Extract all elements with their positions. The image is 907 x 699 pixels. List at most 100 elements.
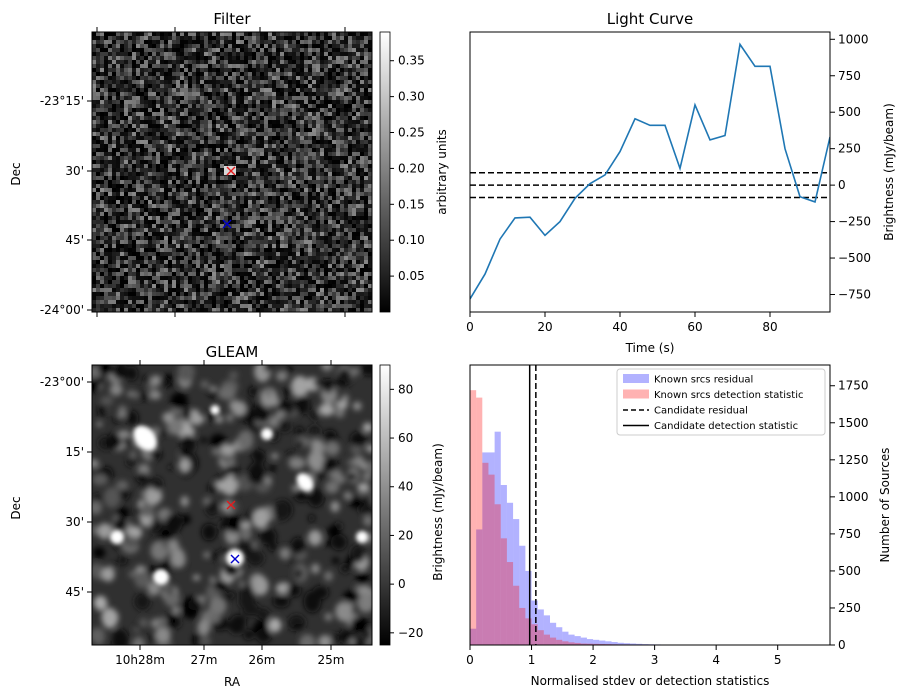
filter-pixel xyxy=(92,176,97,181)
filter-pixel xyxy=(224,212,229,217)
filter-pixel xyxy=(208,144,213,149)
filter-pixel xyxy=(204,32,209,37)
filter-pixel xyxy=(276,112,281,117)
filter-pixel xyxy=(256,256,261,261)
filter-pixel xyxy=(292,112,297,117)
filter-pixel xyxy=(312,188,317,193)
filter-pixel xyxy=(112,112,117,117)
filter-pixel xyxy=(308,200,313,205)
filter-pixel xyxy=(116,248,121,253)
filter-pixel xyxy=(220,32,225,37)
filter-pixel xyxy=(308,108,313,113)
filter-pixel xyxy=(324,68,329,73)
filter-pixel xyxy=(136,272,141,277)
filter-pixel xyxy=(232,284,237,289)
filter-pixel xyxy=(288,176,293,181)
filter-pixel xyxy=(168,144,173,149)
filter-pixel xyxy=(352,280,357,285)
filter-pixel xyxy=(260,132,265,137)
filter-pixel xyxy=(152,256,157,261)
filter-pixel xyxy=(276,248,281,253)
filter-pixel xyxy=(188,208,193,213)
filter-pixel xyxy=(312,248,317,253)
filter-pixel xyxy=(144,88,149,93)
filter-pixel xyxy=(260,92,265,97)
filter-pixel xyxy=(144,176,149,181)
filter-pixel xyxy=(284,92,289,97)
filter-pixel xyxy=(268,192,273,197)
filter-pixel xyxy=(368,192,372,197)
filter-pixel xyxy=(104,76,109,81)
filter-pixel xyxy=(144,244,149,249)
filter-pixel xyxy=(316,156,321,161)
filter-pixel xyxy=(192,96,197,101)
filter-pixel xyxy=(348,292,353,297)
filter-pixel xyxy=(176,248,181,253)
filter-pixel xyxy=(100,200,105,205)
filter-pixel xyxy=(320,116,325,121)
filter-pixel xyxy=(144,76,149,81)
filter-pixel xyxy=(236,304,241,309)
filter-pixel xyxy=(296,296,301,301)
filter-pixel xyxy=(268,292,273,297)
filter-pixel xyxy=(244,164,249,169)
filter-pixel xyxy=(224,244,229,249)
filter-pixel xyxy=(344,148,349,153)
filter-pixel xyxy=(316,140,321,145)
filter-pixel xyxy=(188,60,193,65)
filter-pixel xyxy=(272,276,277,281)
filter-pixel xyxy=(120,256,125,261)
filter-pixel xyxy=(216,220,221,225)
filter-pixel xyxy=(296,256,301,261)
filter-pixel xyxy=(340,228,345,233)
filter-pixel xyxy=(220,232,225,237)
filter-pixel xyxy=(100,192,105,197)
filter-pixel xyxy=(104,276,109,281)
filter-pixel xyxy=(328,140,333,145)
filter-pixel xyxy=(336,256,341,261)
filter-pixel xyxy=(120,200,125,205)
filter-pixel xyxy=(280,184,285,189)
filter-pixel xyxy=(336,292,341,297)
filter-pixel xyxy=(280,228,285,233)
filter-pixel xyxy=(284,60,289,65)
filter-pixel xyxy=(224,264,229,269)
filter-pixel xyxy=(124,188,129,193)
filter-pixel xyxy=(304,112,309,117)
filter-pixel xyxy=(180,268,185,273)
filter-pixel xyxy=(96,240,101,245)
filter-pixel xyxy=(156,292,161,297)
filter-pixel xyxy=(256,264,261,269)
filter-pixel xyxy=(104,252,109,257)
filter-pixel xyxy=(212,152,217,157)
filter-pixel xyxy=(212,48,217,53)
filter-pixel xyxy=(248,260,253,265)
filter-pixel xyxy=(164,108,169,113)
filter-pixel xyxy=(192,260,197,265)
filter-pixel xyxy=(368,300,372,305)
filter-pixel xyxy=(168,148,173,153)
filter-pixel xyxy=(104,40,109,45)
filter-pixel xyxy=(200,248,205,253)
filter-pixel xyxy=(232,220,237,225)
filter-pixel xyxy=(328,232,333,237)
filter-pixel xyxy=(144,288,149,293)
filter-pixel xyxy=(256,168,261,173)
filter-pixel xyxy=(288,32,293,37)
filter-pixel xyxy=(312,172,317,177)
filter-pixel xyxy=(244,88,249,93)
filter-dec-tick-label: -23°15' xyxy=(40,94,84,108)
filter-pixel xyxy=(244,252,249,257)
filter-pixel xyxy=(204,304,209,309)
filter-pixel xyxy=(300,156,305,161)
filter-pixel xyxy=(224,152,229,157)
filter-pixel xyxy=(284,208,289,213)
filter-pixel xyxy=(188,160,193,165)
filter-pixel xyxy=(264,304,269,309)
filter-pixel xyxy=(296,196,301,201)
filter-pixel xyxy=(364,124,369,129)
filter-pixel xyxy=(288,240,293,245)
filter-pixel xyxy=(328,124,333,129)
filter-pixel xyxy=(220,96,225,101)
filter-pixel xyxy=(116,212,121,217)
